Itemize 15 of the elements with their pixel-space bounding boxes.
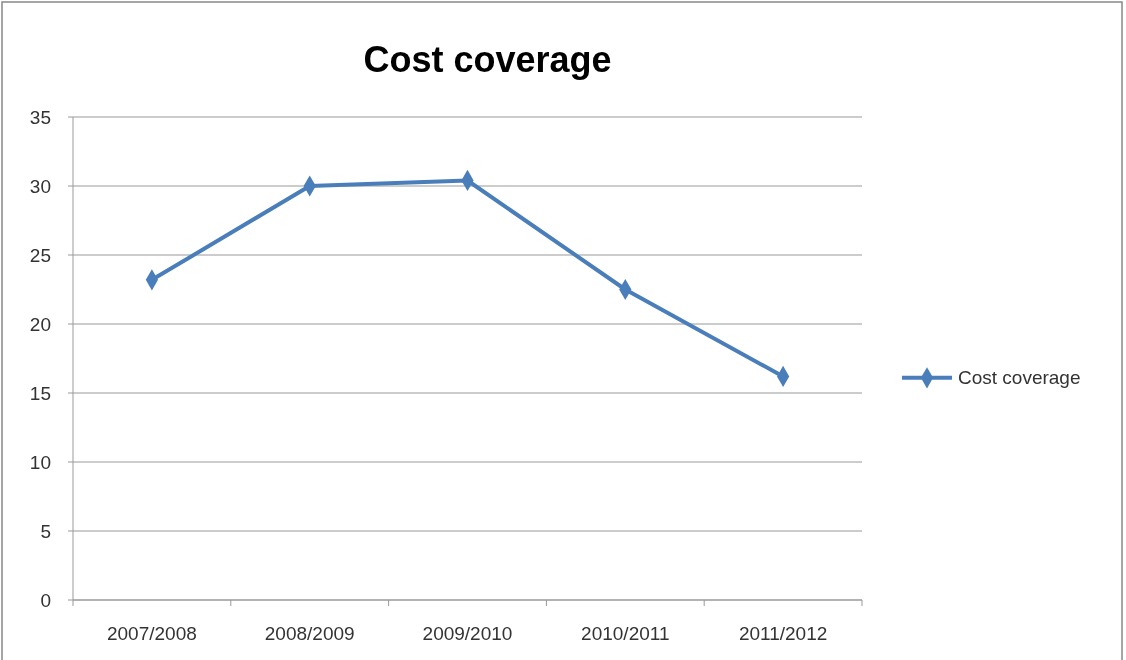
- y-tick-label: 15: [29, 382, 51, 404]
- x-tick-label: 2011/2012: [738, 623, 828, 644]
- x-tick-label: 2007/2008: [106, 623, 197, 644]
- legend-label: Cost coverage: [958, 367, 1081, 389]
- y-tick-label: 0: [40, 589, 51, 611]
- y-tick-label: 20: [29, 313, 51, 335]
- x-tick-label: 2010/2011: [581, 623, 670, 644]
- y-tick-label: 5: [40, 520, 51, 542]
- chart-title: Cost coverage: [363, 39, 612, 80]
- x-tick-label: 2008/2009: [264, 623, 355, 644]
- y-tick-label: 25: [29, 244, 51, 266]
- y-tick-label: 10: [29, 451, 51, 473]
- y-tick-label: 35: [29, 106, 51, 128]
- y-tick-label: 30: [29, 175, 51, 197]
- x-tick-label: 2009/2010: [422, 623, 513, 644]
